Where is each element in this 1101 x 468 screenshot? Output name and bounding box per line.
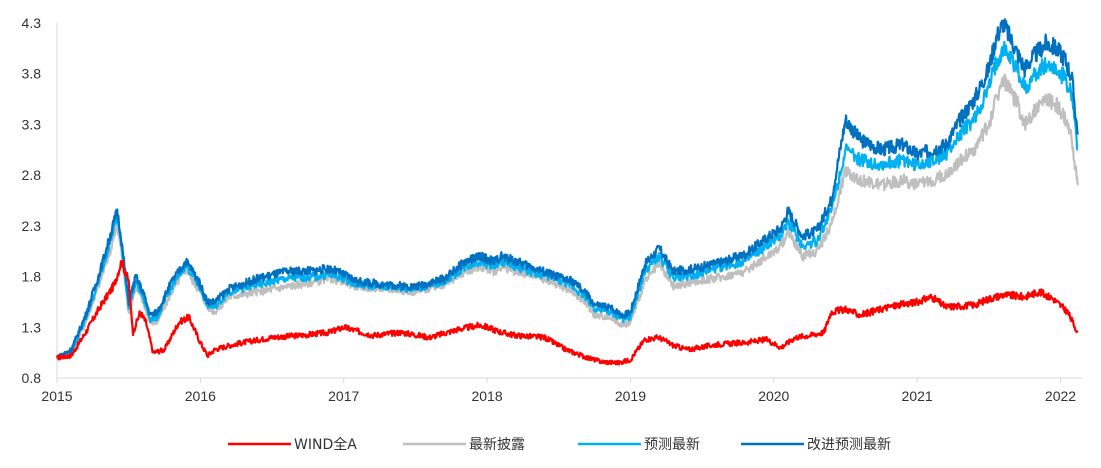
x-tick-label: 2020 — [758, 388, 789, 404]
series-line-1 — [55, 73, 1079, 361]
y-tick-label: 2.8 — [22, 167, 42, 183]
y-tick-label: 3.8 — [22, 66, 42, 82]
x-tick-label: 2021 — [902, 388, 933, 404]
y-tick-label: 4.3 — [22, 15, 42, 31]
x-axis: 2015 2016 2017 2018 2019 2020 2021 2022 — [41, 377, 1082, 404]
y-tick-label: 1.8 — [22, 269, 42, 285]
legend-label-0: WIND全A — [294, 436, 357, 453]
series-layer — [55, 18, 1079, 366]
y-tick-label: 2.3 — [22, 218, 42, 234]
x-tick-label: 2017 — [328, 388, 359, 404]
legend: WIND全A 最新披露 预测最新 改进预测最新 — [228, 436, 891, 453]
series-line-3 — [56, 18, 1079, 360]
x-tick-label: 2016 — [185, 388, 216, 404]
x-tick-label: 2019 — [615, 388, 646, 404]
legend-label-3: 改进预测最新 — [807, 437, 891, 453]
y-tick-label: 0.8 — [22, 370, 42, 386]
series-line-0 — [55, 259, 1079, 366]
y-axis: 0.8 1.3 1.8 2.3 2.8 3.3 3.8 4.3 — [22, 15, 58, 386]
x-tick-label: 2015 — [41, 388, 72, 404]
x-tick-label: 2022 — [1045, 388, 1076, 404]
x-tick-label: 2018 — [471, 388, 502, 404]
y-tick-label: 1.3 — [22, 319, 42, 335]
legend-label-1: 最新披露 — [469, 437, 525, 453]
y-tick-label: 3.3 — [22, 116, 42, 132]
legend-label-2: 预测最新 — [644, 437, 700, 453]
